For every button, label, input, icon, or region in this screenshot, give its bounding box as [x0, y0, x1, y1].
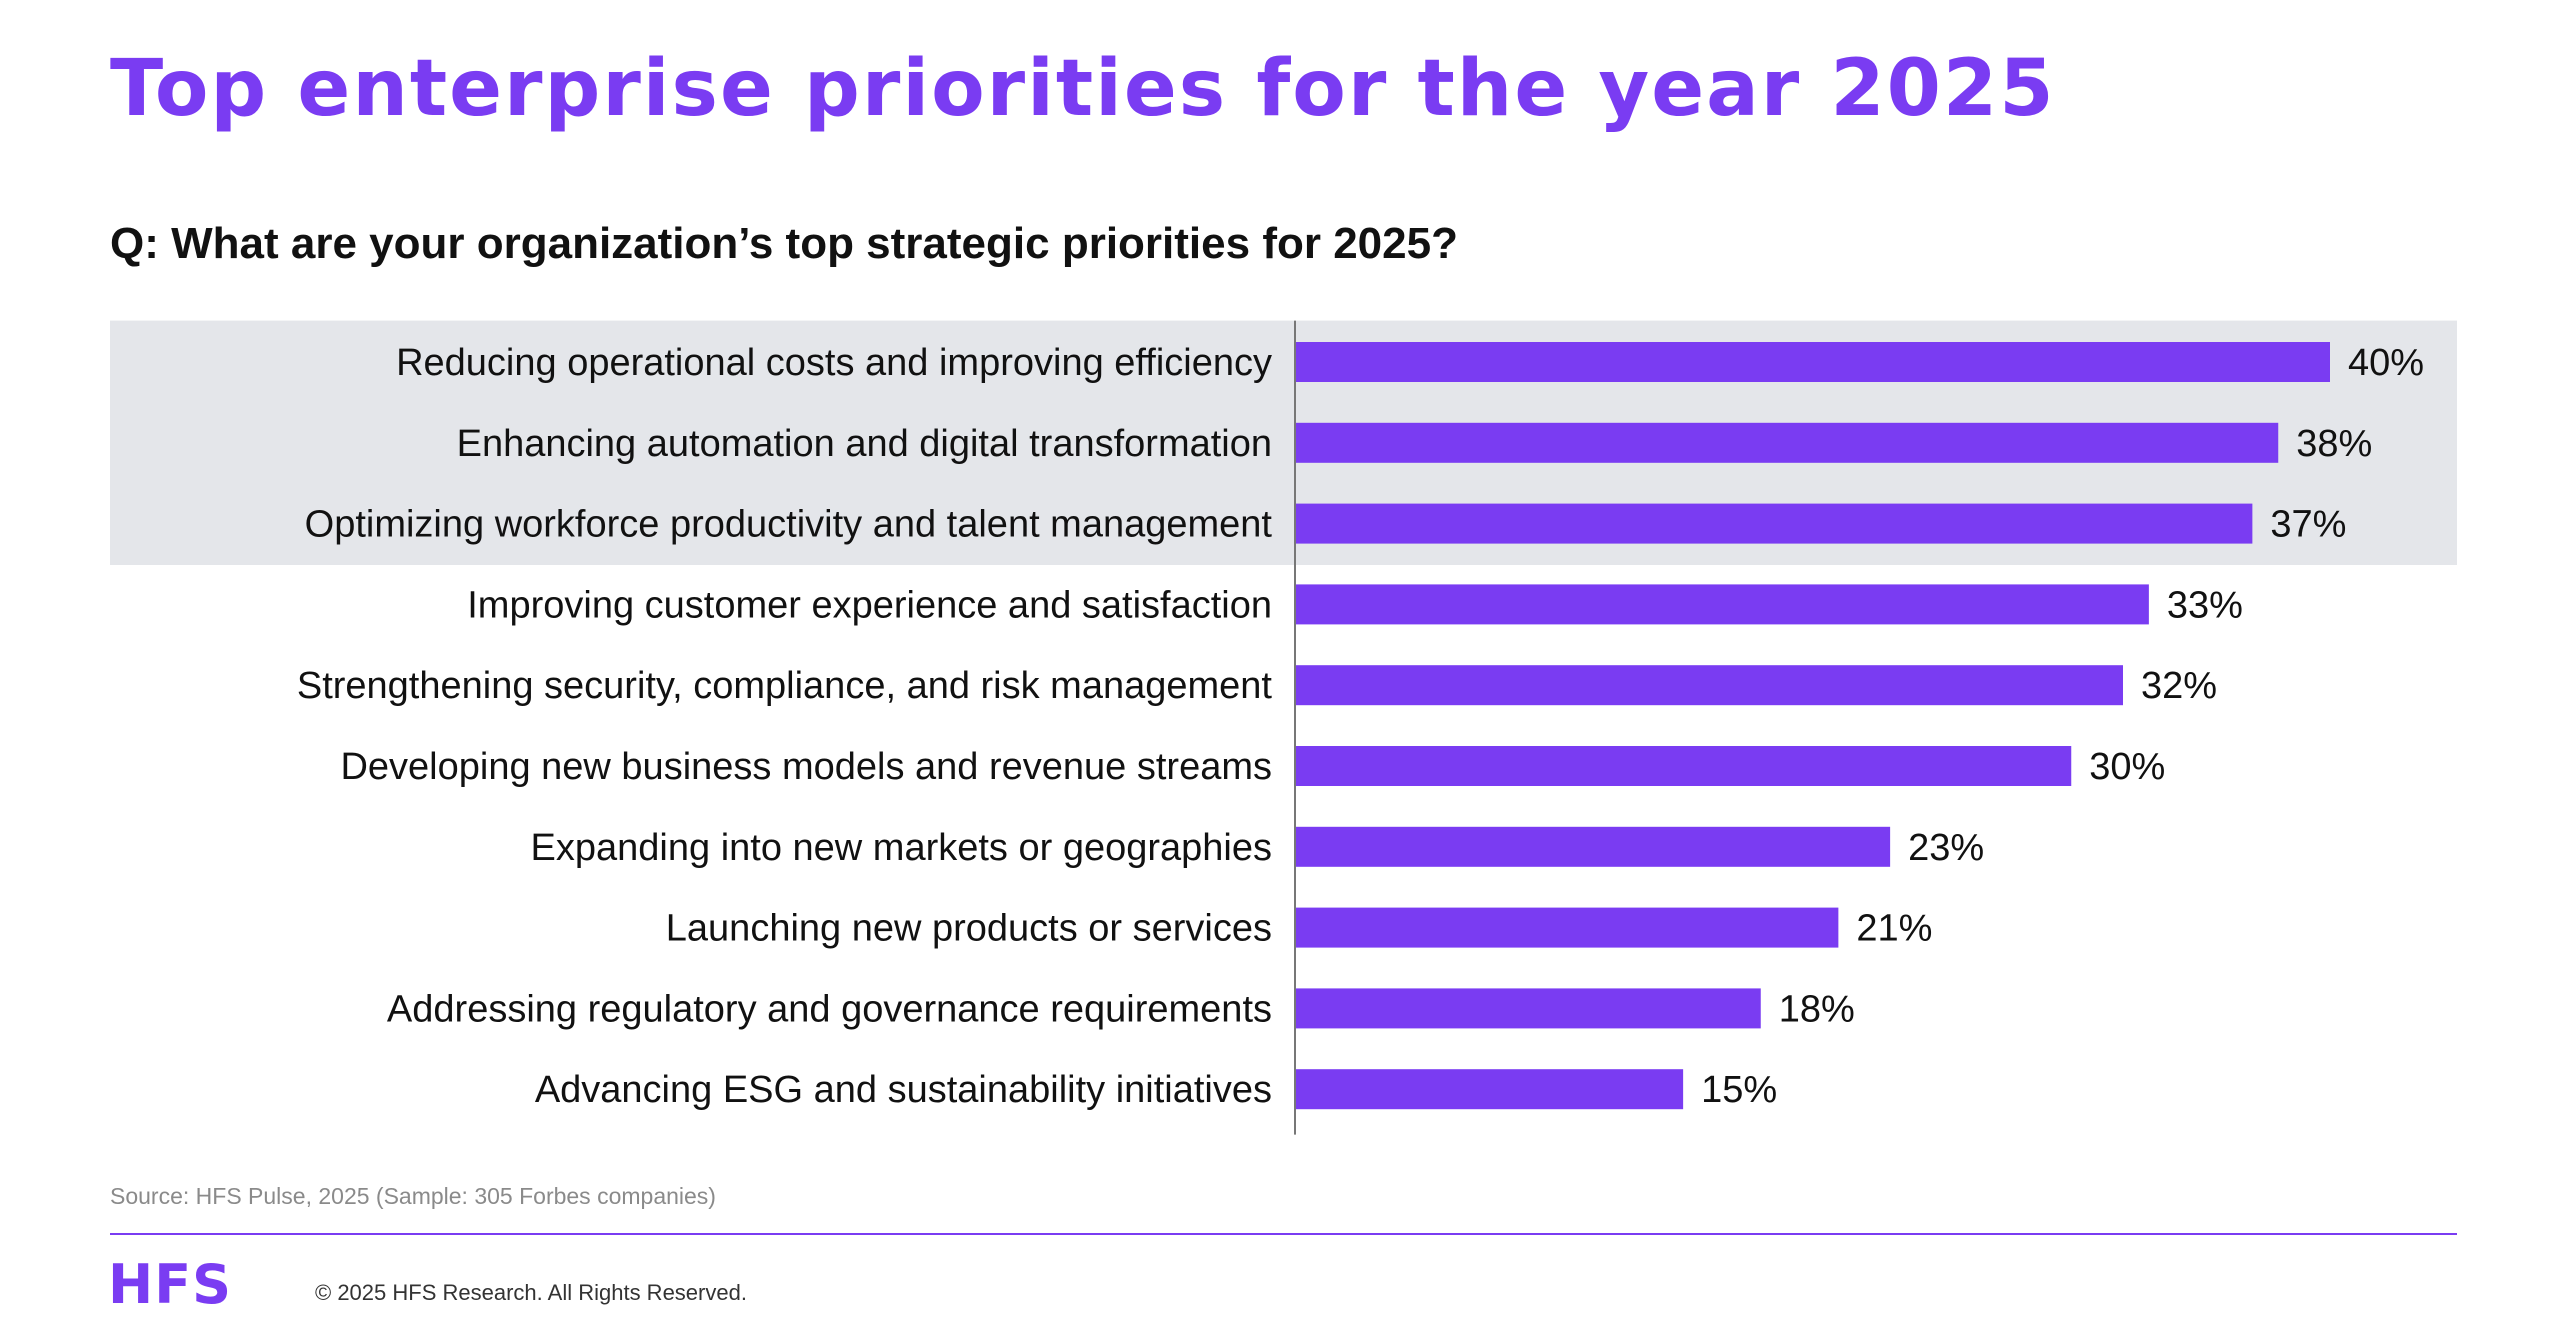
category-label-6: Developing new business models and reven… — [340, 746, 1272, 788]
bar-9 — [1295, 988, 1761, 1029]
bar-4 — [1295, 584, 2149, 625]
value-label-10: 15% — [1701, 1069, 1777, 1111]
source-note: Source: HFS Pulse, 2025 (Sample: 305 For… — [110, 1183, 716, 1209]
value-label-8: 21% — [1856, 908, 1932, 950]
bar-3 — [1295, 503, 2253, 544]
copyright-text: © 2025 HFS Research. All Rights Reserved… — [315, 1280, 747, 1305]
value-label-4: 33% — [2167, 584, 2243, 626]
category-label-7: Expanding into new markets or geographie… — [531, 827, 1272, 869]
value-label-2: 38% — [2296, 423, 2372, 465]
bar-2 — [1295, 422, 2279, 463]
category-label-8: Launching new products or services — [666, 908, 1272, 950]
bar-6 — [1295, 746, 2072, 786]
category-label-2: Enhancing automation and digital transfo… — [457, 423, 1272, 465]
bar-8 — [1295, 907, 1839, 948]
bar-7 — [1295, 826, 1891, 867]
category-label-3: Optimizing workforce productivity and ta… — [305, 504, 1273, 546]
bar-10 — [1295, 1069, 1684, 1110]
value-label-6: 30% — [2089, 746, 2165, 788]
category-label-5: Strengthening security, compliance, and … — [297, 665, 1273, 707]
value-label-3: 37% — [2270, 504, 2346, 546]
value-label-5: 32% — [2141, 665, 2217, 707]
hfs-logo: HFS — [108, 1253, 232, 1316]
bar-1 — [1295, 342, 2330, 382]
priorities-bar-chart: Reducing operational costs and improving… — [110, 320, 2457, 1135]
bar-5 — [1295, 665, 2123, 706]
value-label-9: 18% — [1779, 988, 1855, 1030]
footer-divider — [110, 1233, 2457, 1235]
category-label-4: Improving customer experience and satisf… — [467, 584, 1272, 626]
category-label-10: Advancing ESG and sustainability initiat… — [535, 1069, 1272, 1111]
page-title: Top enterprise priorities for the year 2… — [110, 44, 2056, 134]
value-label-1: 40% — [2348, 342, 2424, 384]
survey-question: Q: What are your organization’s top stra… — [110, 219, 1458, 268]
category-label-1: Reducing operational costs and improving… — [396, 342, 1272, 384]
category-label-9: Addressing regulatory and governance req… — [387, 988, 1272, 1030]
value-label-7: 23% — [1908, 827, 1984, 869]
